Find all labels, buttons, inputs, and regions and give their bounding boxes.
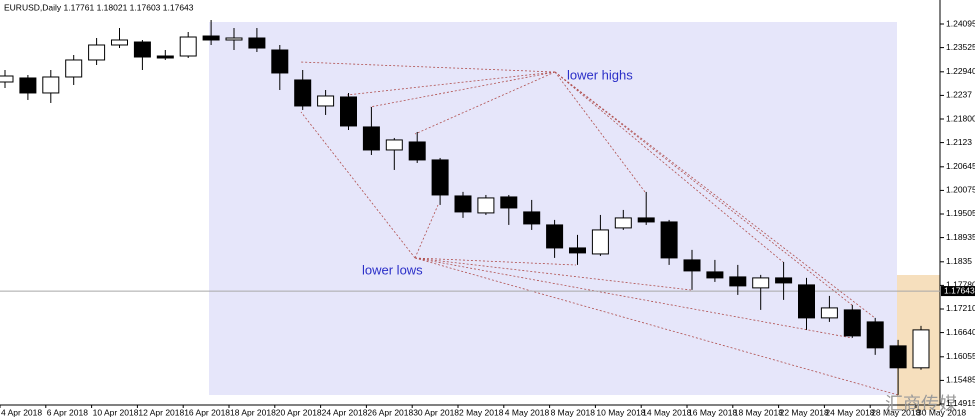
candle-body [752,277,770,289]
y-tick-label: 1.16055 [946,351,975,361]
candle-body [660,221,678,259]
candle-body [546,224,564,249]
candle-body [706,271,724,279]
x-tick-label: 10 Apr 2018 [93,407,139,417]
x-tick-label: 6 Apr 2018 [47,407,88,417]
candle-body [683,259,701,272]
candle-body [729,276,747,287]
candle-body [271,49,289,74]
candle-body [340,96,357,127]
y-tick-label: 1.2123 [946,137,972,147]
y-tick-label: 1.23525 [946,42,975,52]
y-tick-label: 1.22940 [946,66,975,76]
candle-body [889,345,907,369]
candle-body [843,309,861,337]
candle-body [317,95,335,107]
x-tick-label: 2 May 2018 [459,407,504,417]
y-tick-label: 1.15485 [946,375,975,385]
y-tick-label: 1.2237 [946,90,972,100]
candle-body [500,196,518,209]
candle-body [912,329,930,369]
current-price-tag [941,286,975,297]
candle-body [42,76,60,94]
y-tick-label: 1.16640 [946,327,975,337]
y-tick-label: 1.14915 [946,398,975,408]
candle-body [775,277,793,284]
candle-body [294,79,312,107]
candle-body [202,35,220,41]
candle-body [19,77,37,94]
y-tick-label: 1.21800 [946,113,975,123]
watermark: 汇商传媒 [885,394,957,414]
y-tick-label: 1.19505 [946,208,975,218]
highlight-region [209,22,897,395]
x-tick-label: 18 May 2018 [734,407,783,417]
candle-body [156,55,174,59]
x-tick-label: 24 Apr 2018 [322,407,368,417]
candle-body [523,211,541,225]
candle-body [225,37,243,41]
x-tick-label: 12 Apr 2018 [138,407,184,417]
candle-body [614,217,632,229]
x-tick-label: 30 Apr 2018 [413,407,459,417]
current-price-label: 1.17643 [944,285,975,295]
y-tick-label: 1.17210 [946,303,975,313]
x-tick-label: 28 May 2018 [871,407,920,417]
x-tick-label: 20 Apr 2018 [276,407,322,417]
candle-body [385,139,403,151]
candle-body [0,75,14,83]
x-tick-label: 16 Apr 2018 [184,407,230,417]
candle-body [866,321,884,349]
candle-body [179,36,197,57]
y-tick-label: 1.1835 [946,256,972,266]
candle-body [65,59,83,78]
candle-body [454,195,472,213]
x-tick-label: 22 May 2018 [780,407,829,417]
x-tick-label: 10 May 2018 [596,407,645,417]
x-tick-label: 8 May 2018 [551,407,596,417]
candle-body [408,141,426,161]
candle-body [637,217,655,223]
x-tick-label: 26 Apr 2018 [367,407,413,417]
x-tick-label: 16 May 2018 [688,407,737,417]
y-tick-label: 1.24095 [946,18,975,28]
candle-body [477,197,495,214]
y-tick-label: 1.18935 [946,232,975,242]
x-tick-label: 24 May 2018 [825,407,874,417]
annotation: lower lows [362,262,423,277]
x-tick-label: 4 Apr 2018 [1,407,42,417]
candle-body [798,284,815,319]
annotation: lower highs [567,67,633,82]
y-tick-label: 1.20645 [946,161,975,171]
candle-body [111,39,128,46]
y-tick-label: 1.17780 [946,280,975,290]
candle-body [133,41,151,58]
candle-body [362,126,380,151]
x-tick-label: 18 Apr 2018 [230,407,276,417]
y-tick-label: 1.20075 [946,185,975,195]
candle-body [88,44,106,61]
candle-body [820,307,838,319]
x-tick-label: 14 May 2018 [642,407,691,417]
candle-body [569,247,586,254]
candle-body [591,229,609,255]
x-tick-label: 4 May 2018 [505,407,550,417]
candle-body [248,37,266,49]
chart-title: EURUSD,Daily 1.17761 1.18021 1.17603 1.1… [4,2,194,12]
x-tick-label: 30 May 2018 [917,407,966,417]
trend-lines [299,61,899,396]
candle-body [431,159,449,196]
